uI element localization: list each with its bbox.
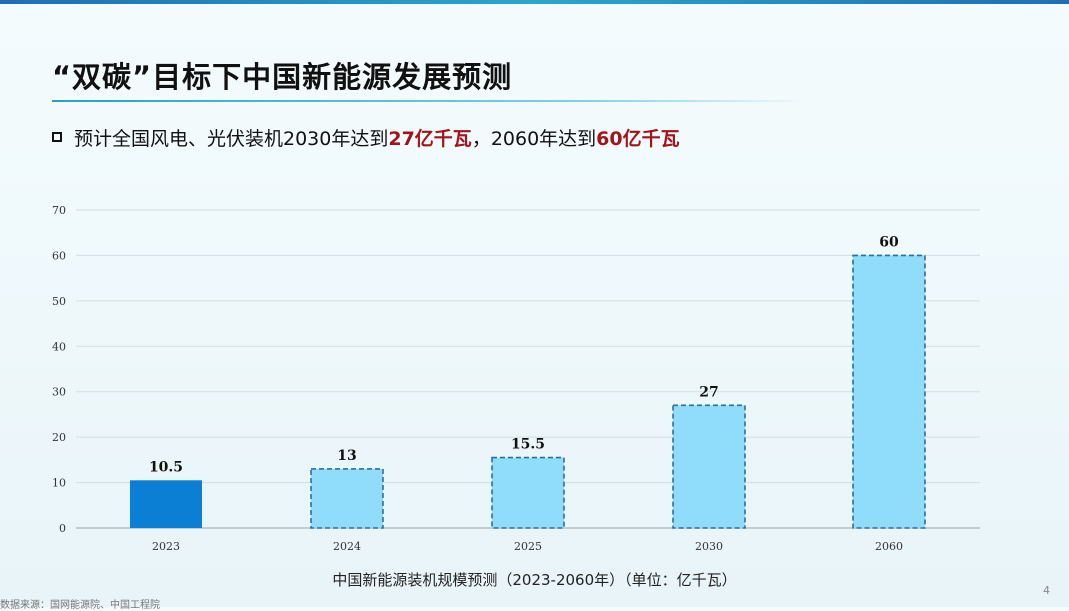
data-label-2025: 15.5	[511, 437, 545, 453]
data-label-2024: 13	[337, 448, 356, 464]
y-tick-label-60: 60	[52, 249, 66, 262]
bar-2023	[130, 480, 202, 528]
x-tick-label-2060: 2060	[875, 540, 903, 553]
bullet-middle: ，2060年达到	[471, 127, 597, 150]
y-tick-label-40: 40	[52, 340, 66, 353]
y-tick-label-70: 70	[52, 204, 66, 217]
bullet-square-icon	[52, 132, 62, 142]
bullet-text: 预计全国风电、光伏装机2030年达到27亿千瓦，2060年达到60亿千瓦	[74, 124, 680, 151]
y-tick-label-10: 10	[52, 477, 66, 490]
top-accent-bar	[0, 0, 1069, 4]
slide-title: “双碳”目标下中国新能源发展预测	[52, 60, 513, 94]
data-source: 数据来源：国网能源院、中国工程院	[0, 600, 160, 611]
bar-2025	[491, 456, 565, 529]
title-divider	[52, 100, 809, 102]
bullet-highlight-2030: 27亿千瓦	[388, 127, 472, 150]
y-tick-label-50: 50	[52, 295, 66, 308]
x-tick-label-2030: 2030	[695, 540, 723, 553]
bar-chart: 01020304050607010.5202313202415.52025272…	[52, 204, 980, 553]
bar-2030	[672, 404, 746, 529]
x-tick-label-2023: 2023	[152, 540, 180, 553]
y-tick-label-0: 0	[59, 522, 66, 535]
y-tick-label-30: 30	[52, 386, 66, 399]
data-label-2023: 10.5	[149, 459, 183, 475]
y-tick-label-20: 20	[52, 431, 66, 444]
chart-caption: 中国新能源装机规模预测（2023-2060年）（单位：亿千瓦）	[332, 571, 737, 589]
bar-2024	[310, 468, 384, 529]
bullet-prefix: 预计全国风电、光伏装机2030年达到	[74, 127, 389, 150]
page-number: 4	[1043, 584, 1050, 597]
data-label-2060: 60	[879, 234, 899, 250]
x-tick-label-2024: 2024	[333, 540, 361, 553]
bullet-highlight-2060: 60亿千瓦	[596, 127, 680, 150]
bullet-point: 预计全国风电、光伏装机2030年达到27亿千瓦，2060年达到60亿千瓦	[52, 124, 680, 150]
data-label-2030: 27	[699, 384, 718, 400]
bar-2060	[852, 254, 926, 529]
x-tick-label-2025: 2025	[514, 540, 542, 553]
